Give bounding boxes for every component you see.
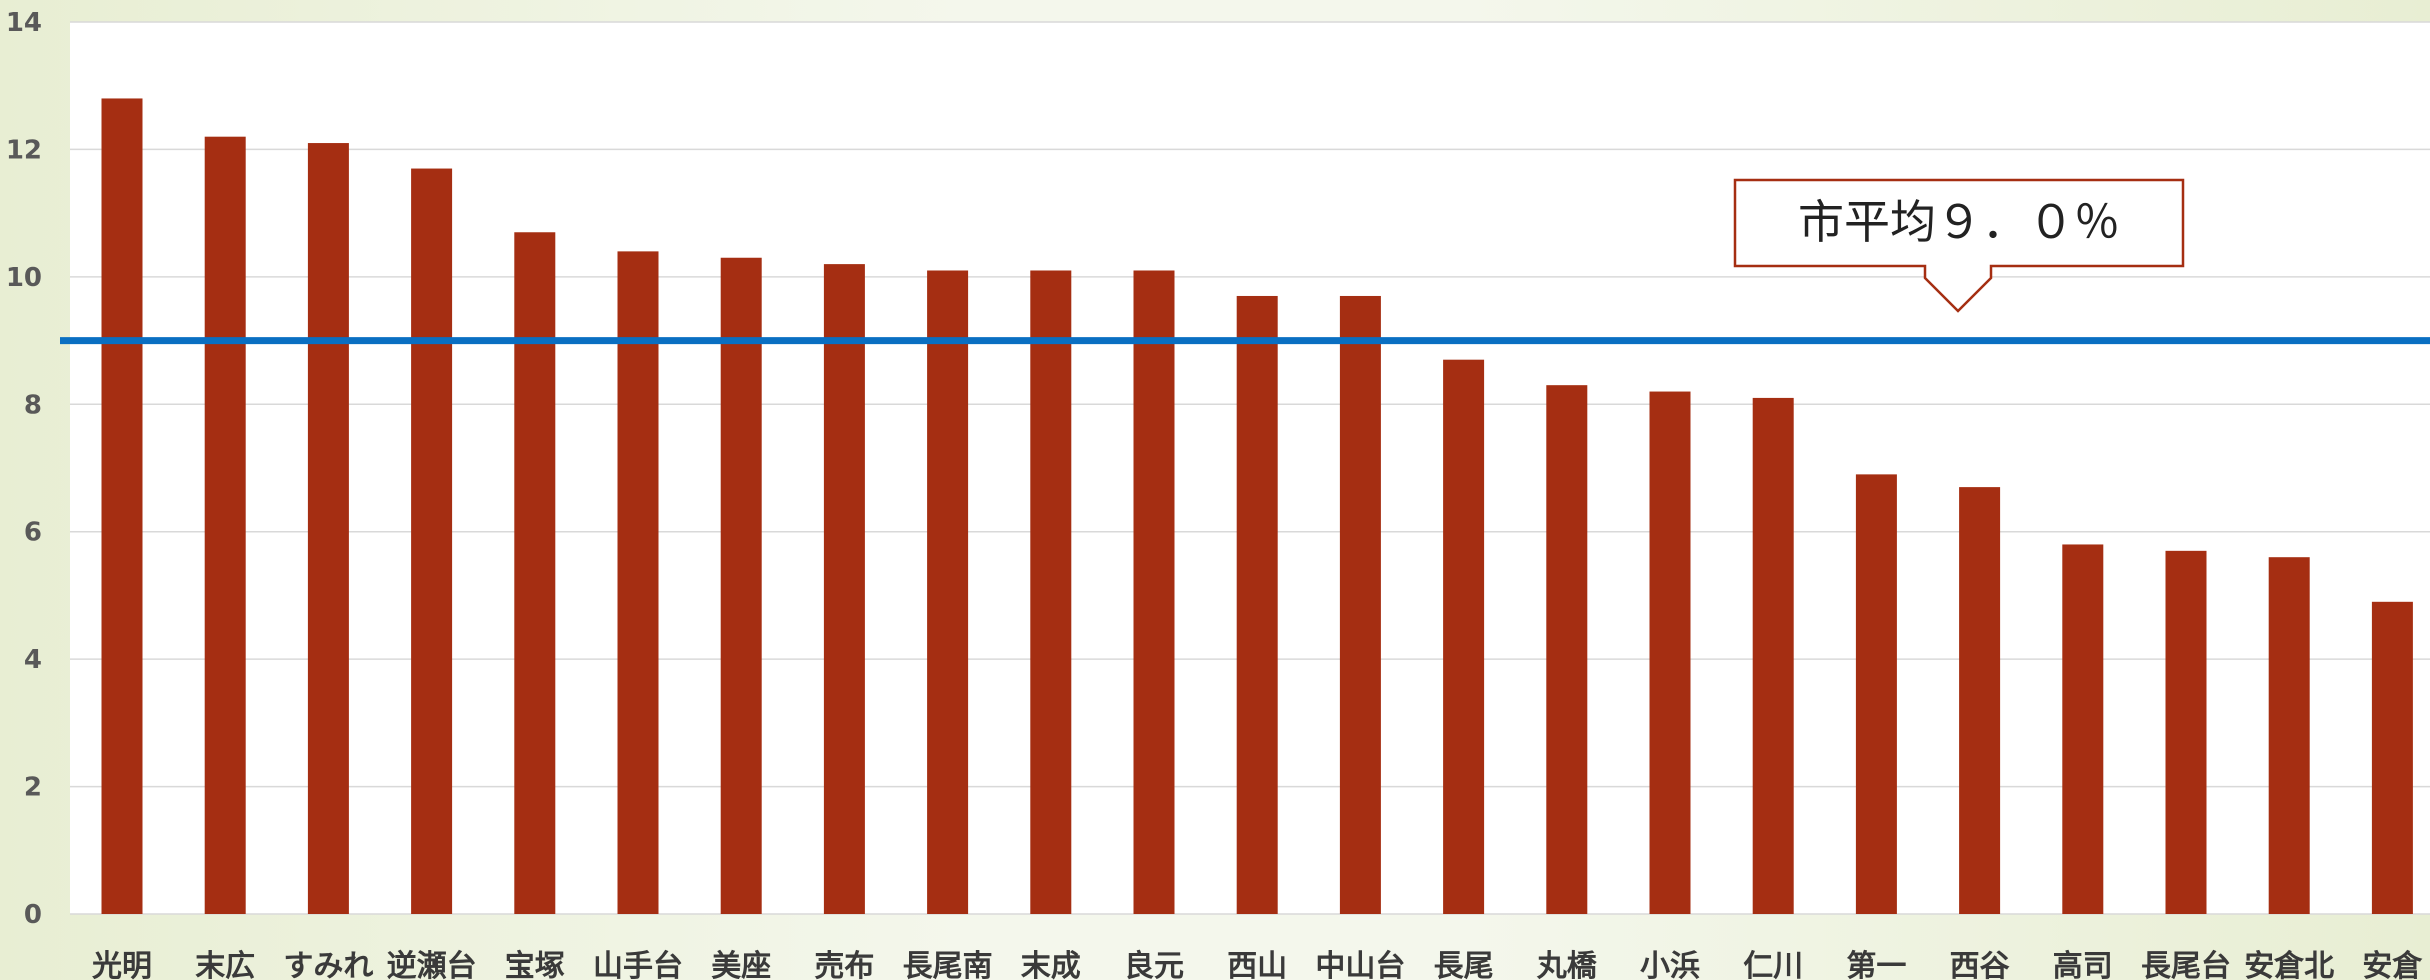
x-category-label: 安倉北	[2244, 949, 2334, 980]
x-category-label: 良元	[1124, 949, 1184, 980]
bar	[1855, 474, 1897, 914]
x-category-label: 末広	[195, 949, 255, 980]
x-category-label: 山手台	[593, 949, 683, 980]
average-callout: 市平均９．０％	[1733, 178, 2185, 313]
bar	[1339, 295, 1381, 914]
bar	[1133, 270, 1175, 914]
x-category-label: 小浜	[1640, 949, 1700, 980]
bar	[1649, 391, 1691, 914]
x-category-label: 売布	[814, 949, 874, 980]
bar	[1236, 295, 1278, 914]
bar	[204, 136, 246, 914]
x-category-label: 宝塚	[505, 949, 565, 980]
x-category-label: 逆瀬台	[387, 949, 477, 980]
x-category-label: 高司	[2053, 949, 2113, 980]
callout-label: 市平均９．０％	[1798, 195, 2120, 249]
bar	[2268, 557, 2310, 914]
bar	[927, 270, 969, 914]
bar	[1443, 359, 1485, 915]
y-tick-label: 14	[6, 8, 42, 38]
bar	[514, 232, 556, 914]
bars	[101, 98, 2413, 915]
x-category-label: 安倉	[2362, 949, 2423, 980]
bar	[720, 257, 762, 914]
bar	[617, 251, 659, 914]
bar	[307, 143, 349, 915]
x-category-label: 長尾	[1434, 949, 1494, 980]
x-category-label: 西山	[1227, 949, 1287, 980]
y-tick-label: 6	[24, 518, 42, 548]
x-category-label: 仁川	[1743, 949, 1803, 980]
y-tick-label: 4	[24, 645, 42, 675]
x-category-label: 長尾台	[2141, 949, 2231, 980]
y-tick-label: 8	[24, 390, 42, 420]
x-category-label: 丸橋	[1536, 949, 1598, 980]
bar	[2062, 544, 2104, 914]
x-category-label: 光明	[92, 949, 152, 980]
bar	[411, 168, 453, 915]
x-axis: 光明 末広 すみれ 逆瀬台 宝塚 山手台 美座 売布 長尾南 末成 良元 西山 中山台 長尾 丸橋 小浜 仁川 第…	[92, 949, 2423, 980]
x-category-label: 長尾南	[903, 949, 993, 980]
bar	[2165, 550, 2207, 914]
bar	[1030, 270, 1072, 914]
y-tick-label: 2	[24, 773, 42, 803]
y-axis: 0 2 4 6 8 10 12 14	[6, 8, 42, 930]
bar	[1546, 385, 1588, 915]
bar	[1752, 397, 1794, 914]
y-tick-label: 12	[6, 135, 42, 165]
bar	[101, 98, 143, 914]
x-category-label: 美座	[711, 949, 771, 980]
y-tick-label: 10	[6, 263, 42, 293]
x-category-label: 第一	[1846, 949, 1906, 980]
x-category-label: 末成	[1021, 949, 1081, 980]
x-category-label: 中山台	[1315, 949, 1405, 980]
bar	[2371, 601, 2413, 914]
x-category-label: すみれ	[283, 949, 373, 980]
bar	[823, 264, 865, 915]
y-tick-label: 0	[24, 900, 42, 930]
bar	[1959, 487, 2001, 914]
x-category-label: 西谷	[1950, 949, 2010, 980]
callout-box	[1733, 178, 2185, 313]
